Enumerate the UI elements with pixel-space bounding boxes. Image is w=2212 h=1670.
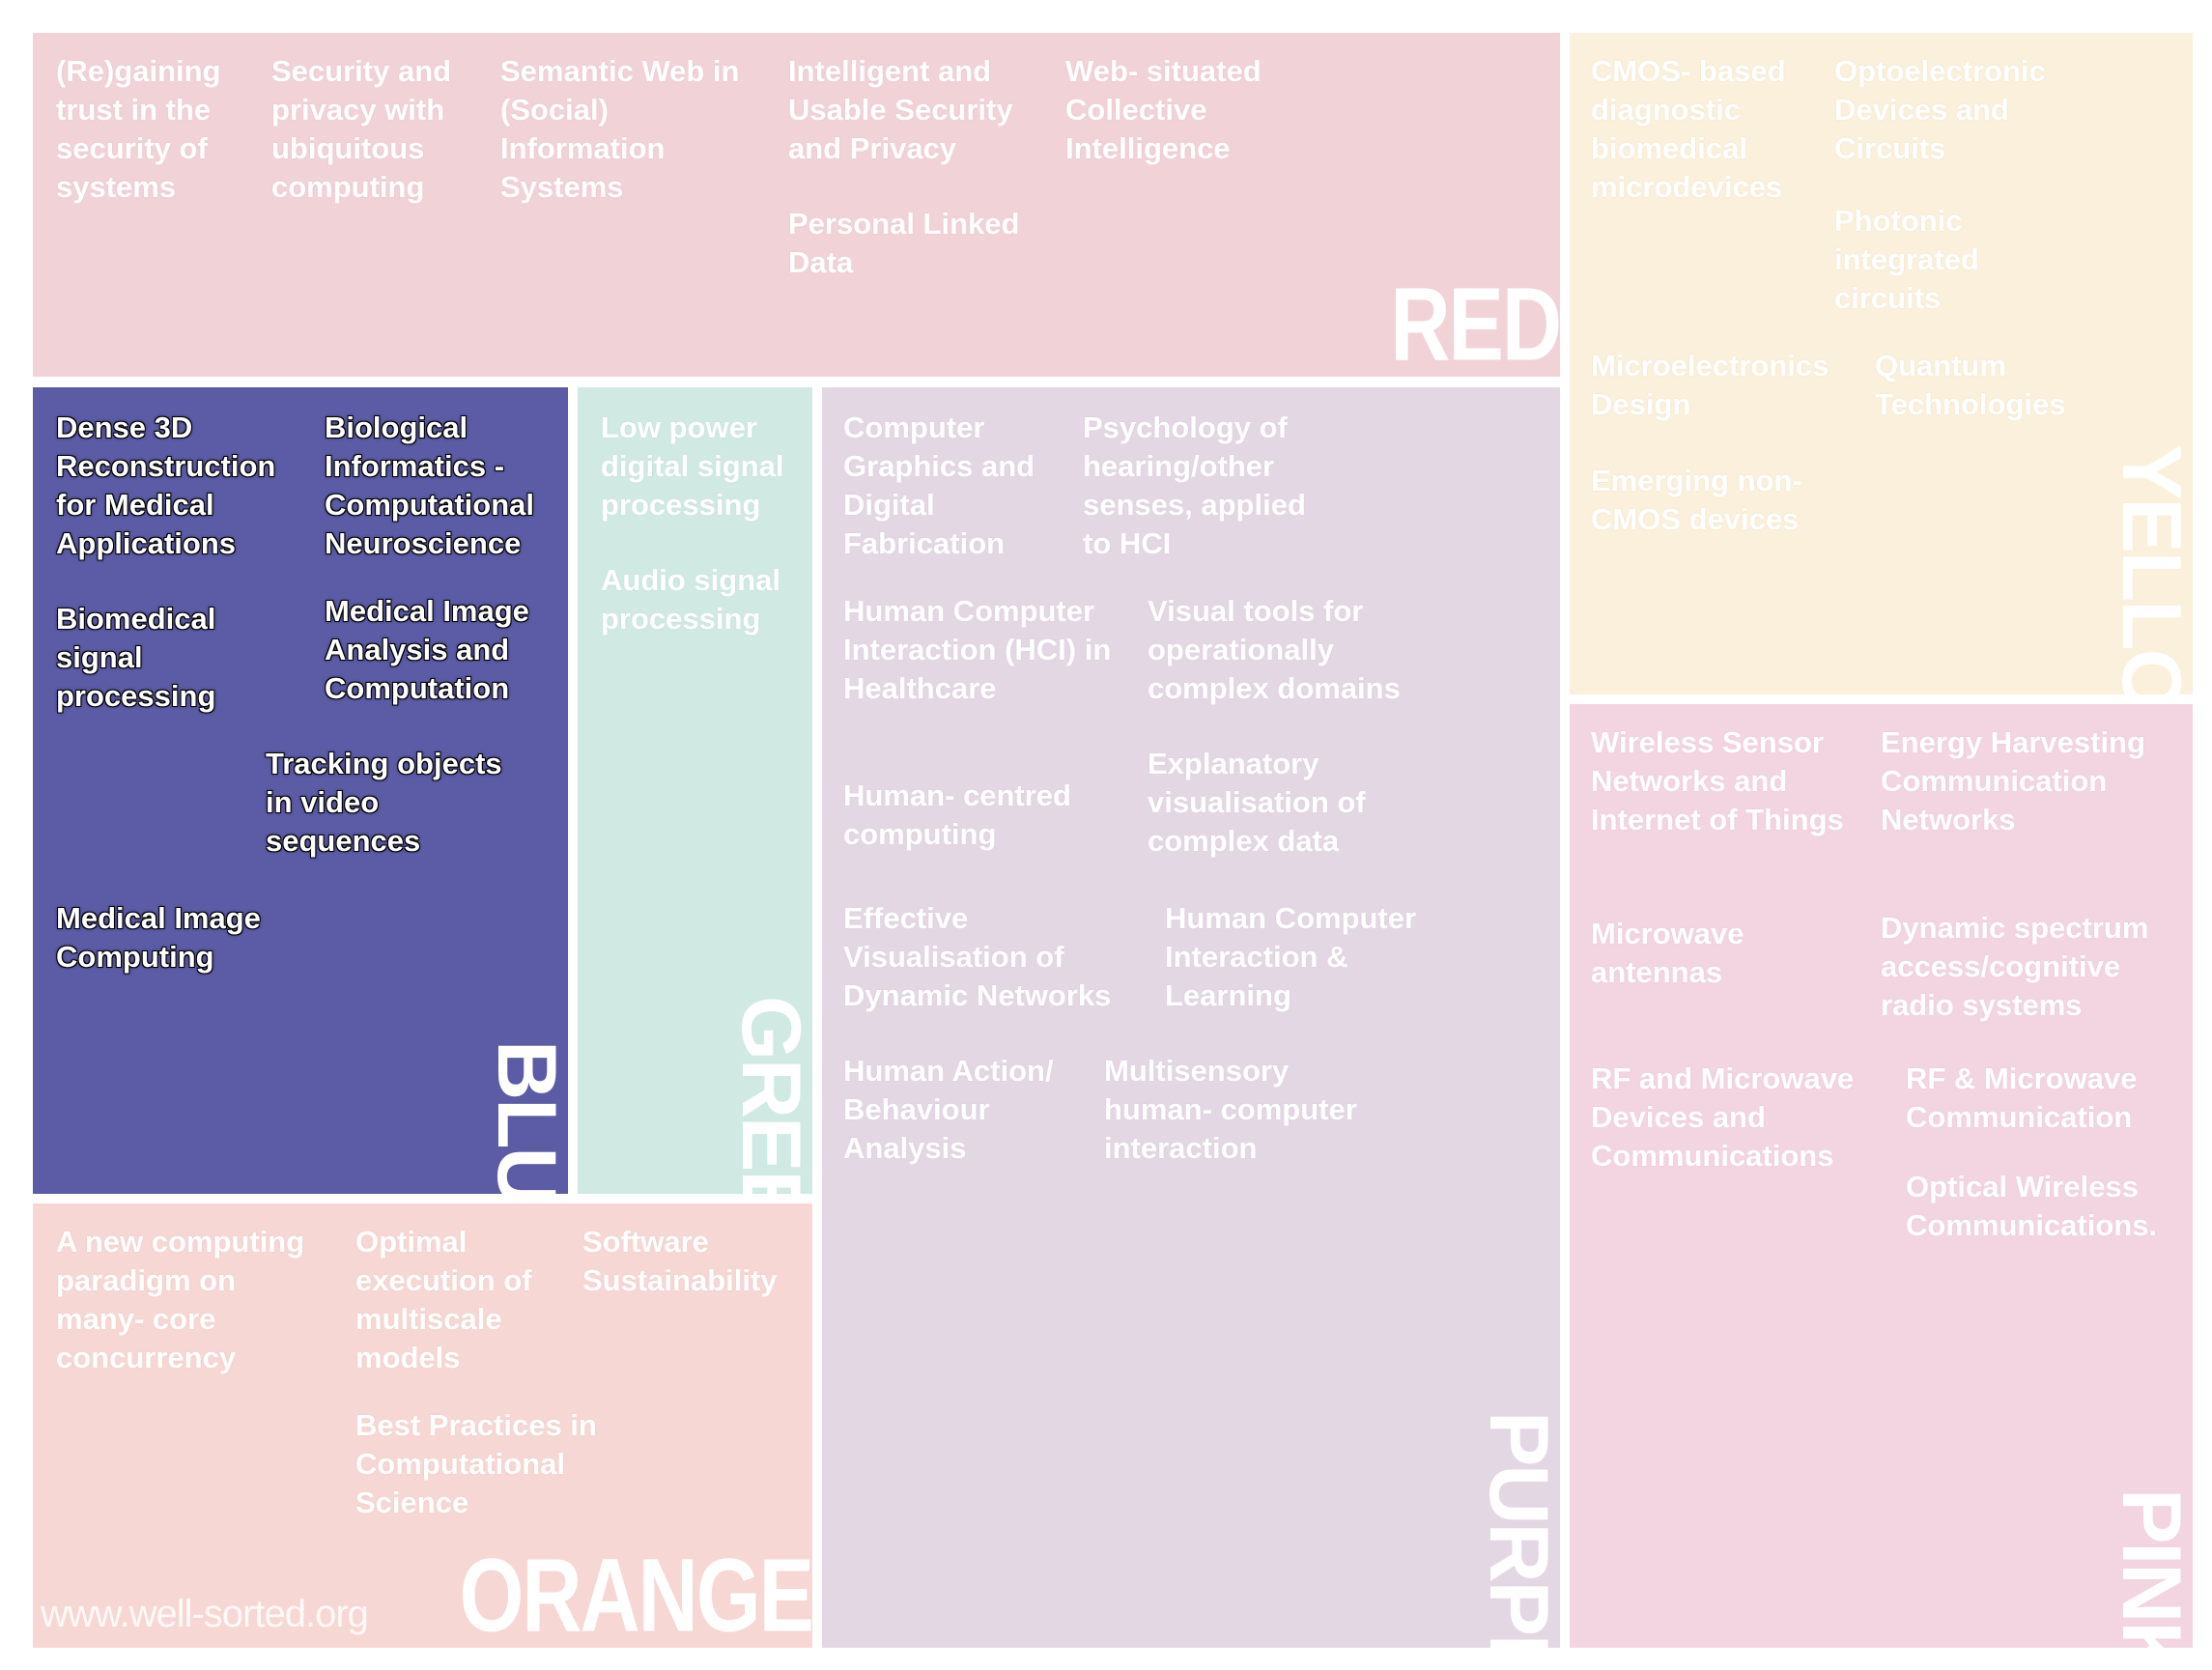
topic-medical-image-computing: Medical Image Computing [56,901,261,974]
region-label-pink: PINK [2105,1488,2193,1648]
region-label-green: GREEN [724,996,812,1194]
topic-computer-graphics: Computer Graphics and Digital Fabricatio… [843,410,1035,560]
topic-tracking-objects: Tracking objects in video sequences [266,747,502,858]
topic-web-collective-intelligence: Web- situated Collective Intelligence [1065,54,1262,165]
topic-multiscale-models: Optimal execution of multiscale models [355,1225,532,1374]
topic-medical-image-analysis: Medical Image Analysis and Computation [325,594,529,705]
topic-quantum: Quantum Technologies [1875,349,2066,421]
topic-security-privacy-ubiquitous: Security and privacy with ubiquitous com… [271,54,452,204]
topic-microwave-antennas: Microwave antennas [1591,917,1744,989]
region-label-red: RED [1390,267,1560,378]
topic-microelectronics: Microelectronics Design [1591,349,1829,421]
region-label-yellow: YELLOW [2105,444,2193,694]
region-purple: Computer Graphics and Digital Fabricatio… [822,387,1560,1648]
topic-psychology-hearing: Psychology of hearing/other senses, appl… [1083,410,1306,560]
topic-audio-signal: Audio signal processing [601,563,780,636]
topic-personal-linked-data: Personal Linked Data [788,207,1020,279]
topic-energy-harvesting: Energy Harvesting Communication Networks [1881,725,2145,836]
topic-dense-3d: Dense 3D Reconstruction for Medical Appl… [56,410,276,560]
topic-cmos-diagnostic: CMOS- based diagnostic biomedical microd… [1591,54,1786,204]
topic-optical-wireless: Optical Wireless Communications. [1906,1170,2158,1242]
topic-non-cmos: Emerging non- CMOS devices [1591,464,1802,536]
region-pink: Wireless Sensor Networks and Internet of… [1570,704,2193,1648]
topic-explanatory-visualisation: Explanatory visualisation of complex dat… [1148,747,1366,858]
region-label-purple: PURPLE [1472,1411,1560,1648]
region-red: (Re)gaining trust in the security of sys… [33,33,1560,377]
region-green: Low power digital signal processing Audi… [578,387,812,1194]
topic-regaining-trust: (Re)gaining trust in the security of sys… [56,54,221,204]
region-yellow: CMOS- based diagnostic biomedical microd… [1570,33,2193,694]
topic-many-core: A new computing paradigm on many- core c… [56,1225,305,1374]
region-orange: A new computing paradigm on many- core c… [33,1203,812,1648]
topic-semantic-web: Semantic Web in (Social) Information Sys… [500,54,740,204]
region-label-blue: BLUE [480,1040,568,1194]
topic-biomedical-signal: Biomedical signal processing [56,602,216,713]
topic-visual-tools: Visual tools for operationally complex d… [1148,594,1401,705]
topic-hci-learning: Human Computer Interaction & Learning [1165,901,1417,1012]
topic-software-sustainability: Software Sustainability [582,1225,778,1297]
region-label-orange: ORANGE [459,1538,812,1649]
watermark: www.well-sorted.org [41,1593,369,1635]
topic-best-practices: Best Practices in Computational Science [355,1408,597,1519]
topic-dynamic-spectrum: Dynamic spectrum access/cognitive radio … [1881,911,2149,1022]
topic-rf-microwave-devices: RF and Microwave Devices and Communicati… [1591,1061,1855,1173]
topic-rf-microwave-communication: RF & Microwave Communication [1906,1061,2138,1134]
topic-multisensory: Multisensory human- computer interaction [1104,1054,1357,1165]
topic-human-action: Human Action/ Behaviour Analysis [843,1054,1054,1165]
topic-dynamic-networks: Effective Visualisation of Dynamic Netwo… [843,901,1112,1012]
topic-hci-healthcare: Human Computer Interaction (HCI) in Heal… [843,594,1112,705]
topic-human-centred: Human- centred computing [843,778,1071,851]
topic-low-power-dsp: Low power digital signal processing [601,410,784,522]
topic-wireless-sensor: Wireless Sensor Networks and Internet of… [1591,725,1844,836]
topic-biological-informatics: Biological Informatics - Computational N… [325,410,534,560]
topic-optoelectronic: Optoelectronic Devices and Circuits [1834,54,2046,165]
topic-intelligent-usable-security: Intelligent and Usable Security and Priv… [788,54,1013,165]
topic-photonic: Photonic integrated circuits [1834,204,1979,315]
region-blue: Dense 3D Reconstruction for Medical Appl… [33,387,568,1194]
